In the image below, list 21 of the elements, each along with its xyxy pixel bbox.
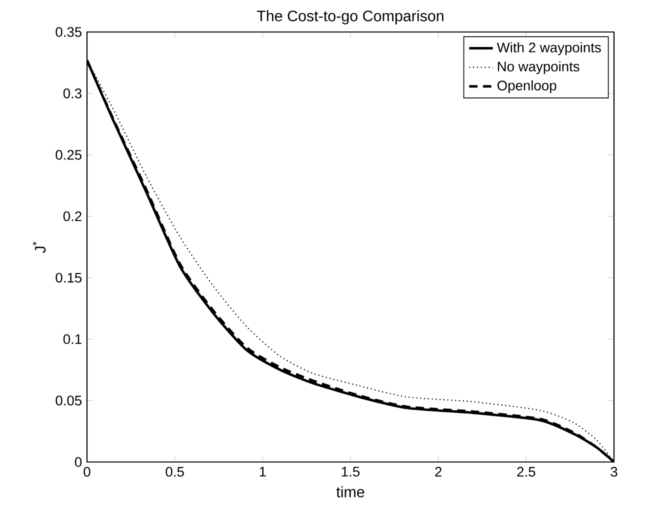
y-tick-label: 0.35 xyxy=(56,27,82,37)
x-tick-label: 0 xyxy=(84,466,90,477)
y-tick-label: 0.25 xyxy=(56,150,82,160)
y-tick-label: 0.05 xyxy=(56,396,82,406)
legend-label: No waypoints xyxy=(498,61,580,74)
x-tick-label: 3 xyxy=(610,466,618,477)
y-tick-label: 0.3 xyxy=(63,88,82,98)
y-tick-label: 0.1 xyxy=(63,334,82,344)
y-tick-label: 0.2 xyxy=(63,211,82,222)
y-tick-label: 0 xyxy=(74,457,82,467)
x-tick-label: 0.5 xyxy=(166,466,184,477)
y-axis-title: J$^{*}$ xyxy=(32,242,46,253)
legend-label: With 2 waypoints xyxy=(496,42,601,56)
x-tick-label: 1.5 xyxy=(342,466,360,477)
x-tick-label: 1 xyxy=(260,466,266,476)
x-tick-label: 2.5 xyxy=(517,466,536,477)
legend-label: Openloop xyxy=(497,80,556,94)
x-tick-label: 2 xyxy=(435,466,442,477)
chart-title: The Cost-to-go Comparison xyxy=(256,10,444,24)
y-tick-label: 0.15 xyxy=(56,272,82,283)
x-axis-title: time xyxy=(336,486,364,498)
